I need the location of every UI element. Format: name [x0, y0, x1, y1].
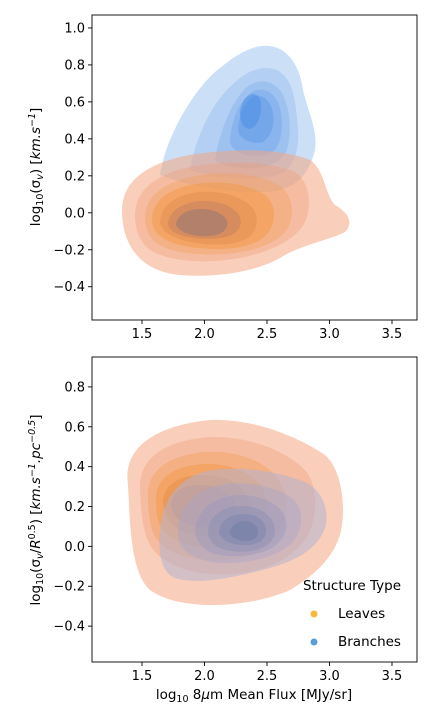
bottom-axes-frame: [91, 356, 418, 663]
top-x-tick-label: 1.5: [132, 327, 153, 342]
bottom-panel: 1.5 2.0 2.5 3.0 3.5 −0.4−0.20.00.20.40.60.8 …: [27, 356, 418, 705]
bottom-y-tick-label: 0.0: [64, 540, 85, 555]
top-axes-frame: [91, 14, 418, 321]
bottom-x-tick-label: 2.0: [194, 669, 215, 684]
top-y-tick-label: 0.8: [64, 58, 85, 73]
bottom-branches-level-6: [230, 521, 258, 541]
bottom-y-tick-label: 0.2: [64, 500, 85, 515]
legend-label-branches: Branches: [338, 634, 401, 650]
bottom-kde-contours: [127, 419, 344, 606]
top-x-tick-label: 3.5: [382, 327, 403, 342]
bottom-x-tick-label: 2.5: [257, 669, 278, 684]
bottom-y-axis-label: log10(σv/R0.5) [km.s−1.pc−0.5]: [27, 415, 46, 606]
bottom-y-tick-label: 0.6: [64, 420, 85, 435]
top-x-tick-label: 3.0: [319, 327, 340, 342]
legend-marker-leaves: [310, 610, 318, 618]
top-y-tick-label: −0.4: [53, 280, 85, 295]
bottom-x-tick-label: 1.5: [132, 669, 153, 684]
bottom-y-tick-label: −0.4: [53, 620, 85, 635]
bottom-y-tick-label: −0.2: [53, 580, 85, 595]
bottom-x-axis-label: log10 8μm Mean Flux [MJy/sr]: [156, 687, 352, 705]
legend-marker-branches: [310, 638, 318, 646]
top-y-axis-label: log10(σv) [km.s−1]: [27, 108, 46, 227]
top-y-ticks: −0.4 −0.2 0.0 0.2 0.4 0.6 0.8 1.0: [53, 21, 92, 295]
top-x-tick-label: 2.5: [257, 327, 278, 342]
bottom-x-ticks: 1.5 2.0 2.5 3.0 3.5: [132, 662, 403, 684]
bottom-branches-density: [159, 468, 327, 581]
top-x-tick-label: 2.0: [194, 327, 215, 342]
top-leaves-density: [122, 150, 350, 276]
bottom-y-ticks: −0.4 −0.2 0.0 0.2 0.4 0.6 0.8: [53, 380, 92, 635]
top-branches-level-6: [240, 94, 262, 129]
bottom-y-tick-label: 0.4: [64, 460, 85, 475]
top-y-tick-label: 0.4: [64, 132, 85, 147]
bottom-y-tick-label: 0.8: [64, 380, 85, 395]
legend-title: Structure Type: [303, 578, 401, 594]
top-x-ticks: 1.5 2.0 2.5 3.0 3.5: [132, 320, 403, 342]
legend-label-leaves: Leaves: [338, 606, 385, 622]
top-y-tick-label: 0.0: [64, 206, 85, 221]
top-y-tick-label: 0.6: [64, 95, 85, 110]
top-y-tick-label: −0.2: [53, 243, 85, 258]
top-y-tick-label: 0.2: [64, 169, 85, 184]
legend: Structure Type Leaves Branches: [303, 578, 401, 650]
top-leaves-level-7: [176, 209, 228, 237]
bottom-x-tick-label: 3.0: [319, 669, 340, 684]
bottom-x-tick-label: 3.5: [382, 669, 403, 684]
top-panel: 1.5 2.0 2.5 3.0 3.5 −0.4 −0.2 0.0 0.2 0.4 0.6 0.8 1…: [27, 14, 418, 342]
top-kde-contours: [122, 45, 350, 276]
top-y-tick-label: 1.0: [64, 21, 85, 36]
